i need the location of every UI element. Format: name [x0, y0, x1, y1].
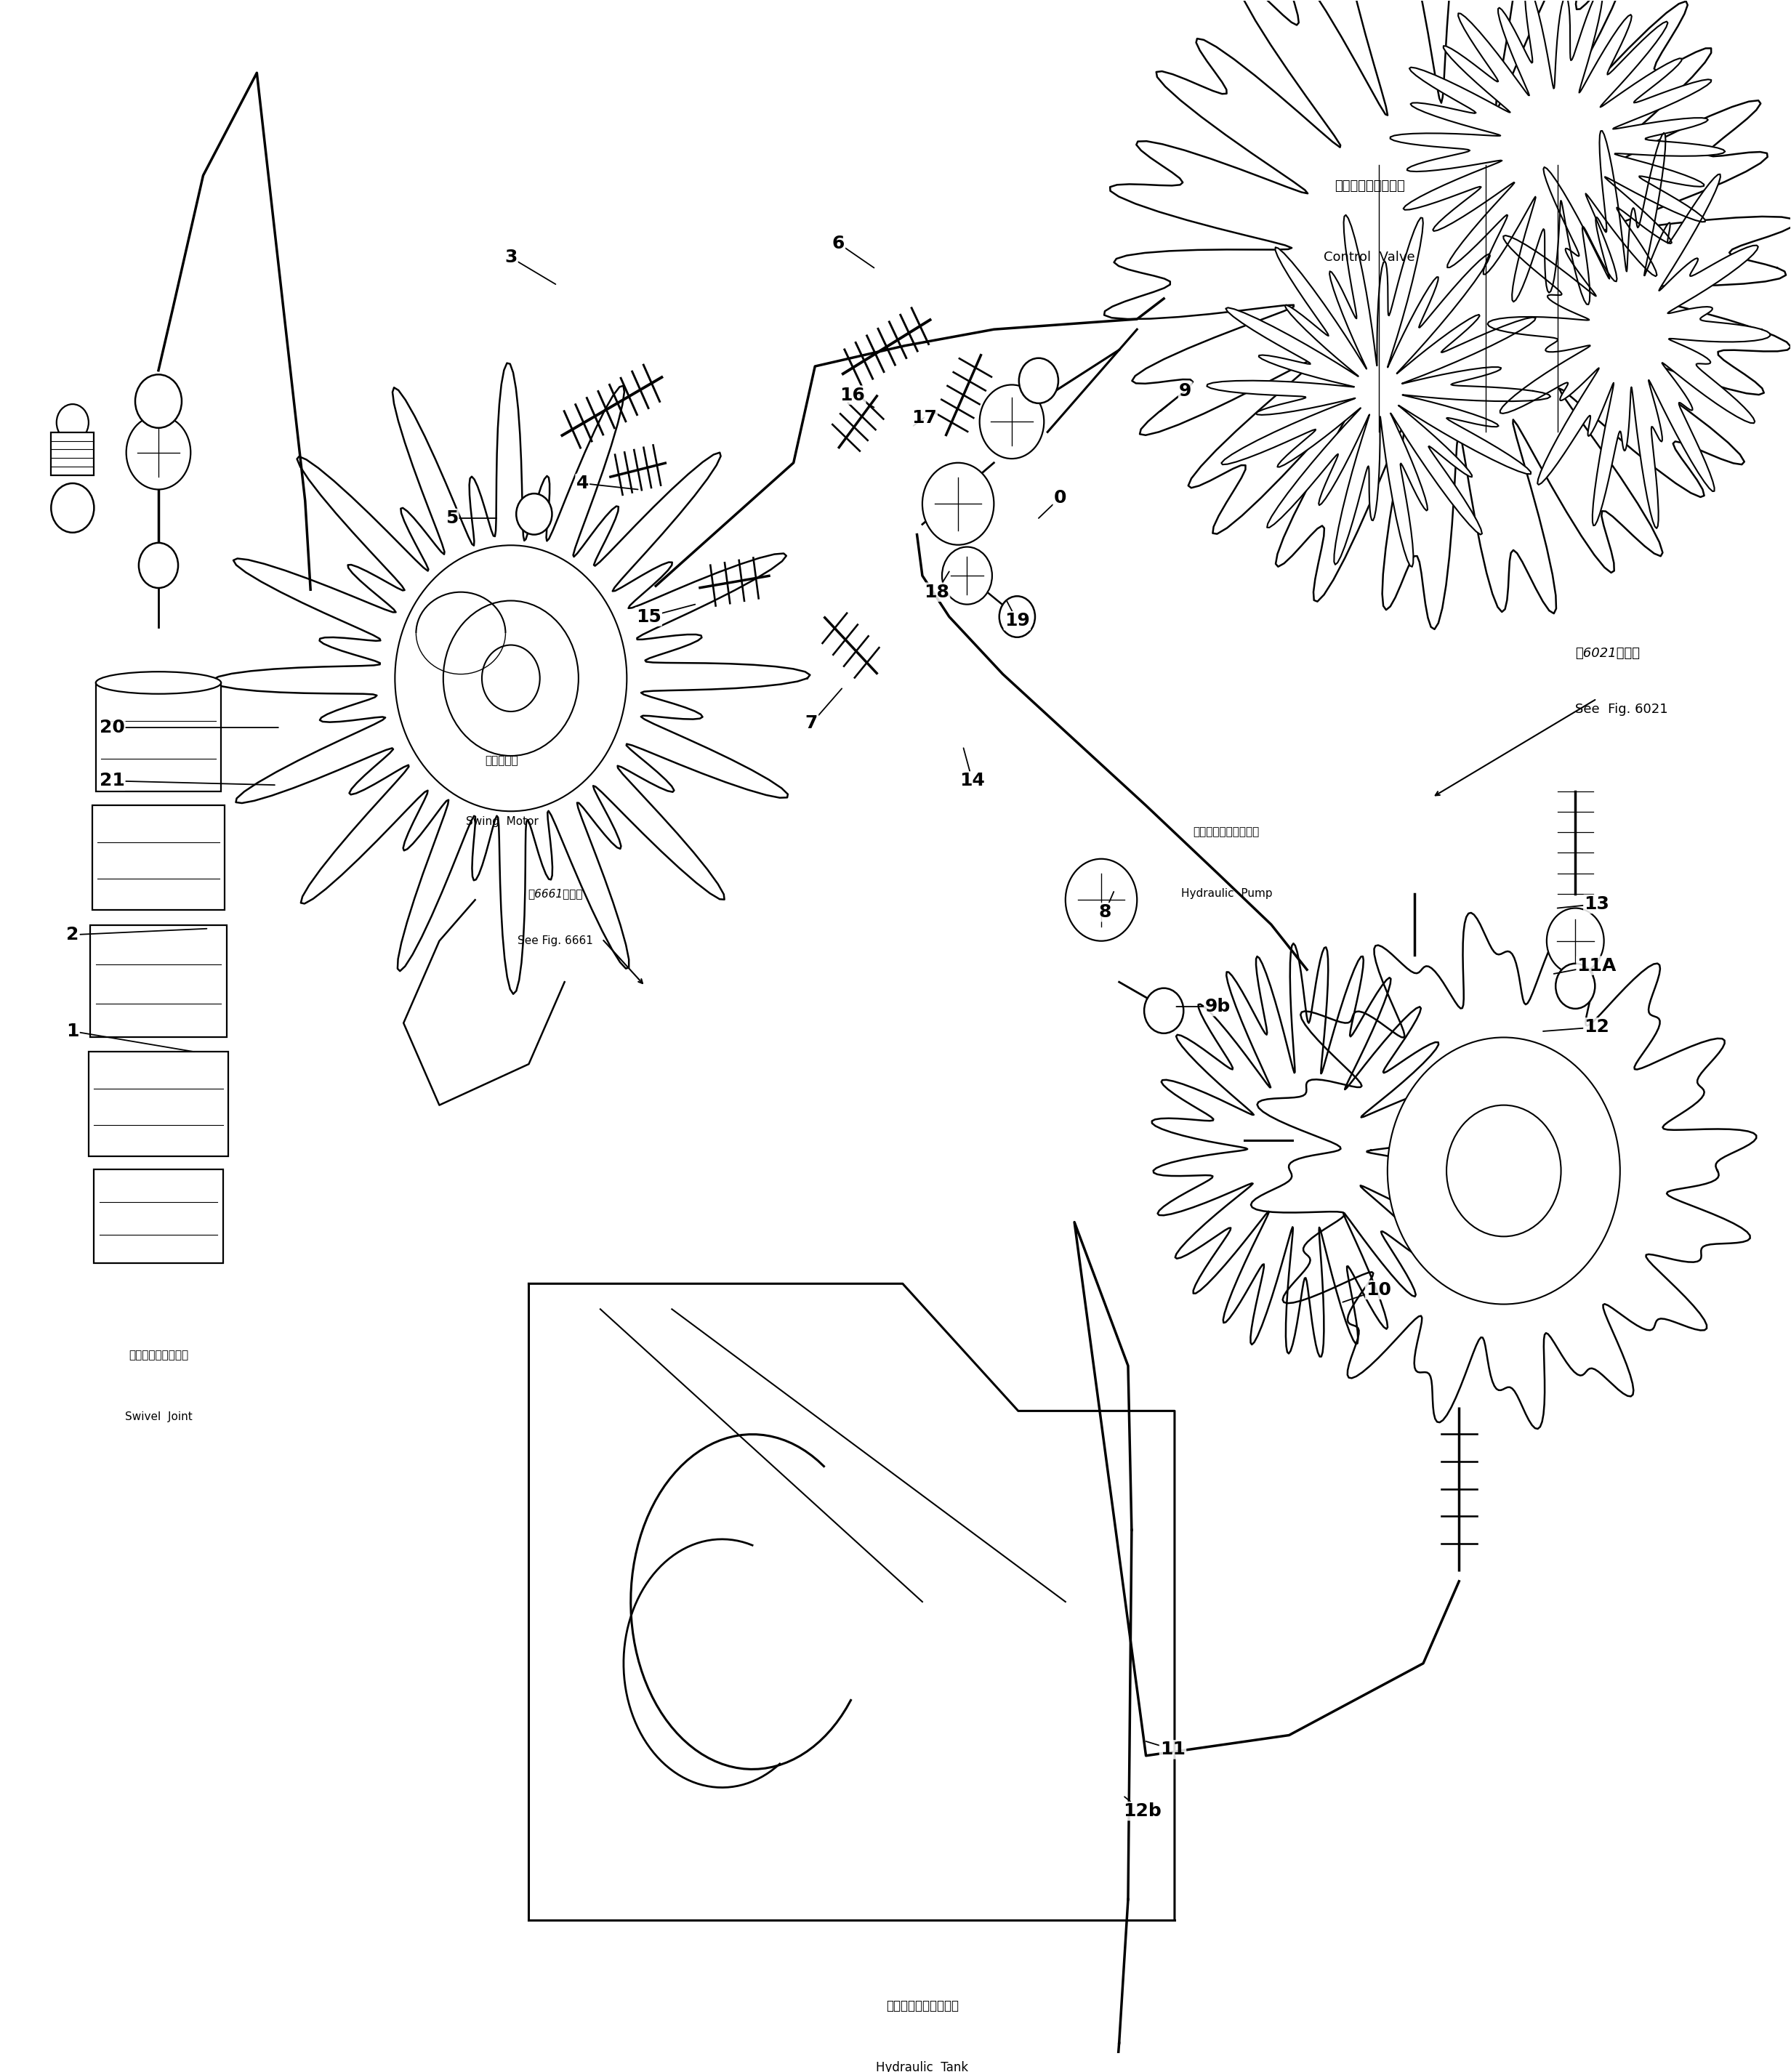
Text: コントロールバルブ: コントロールバルブ: [1334, 178, 1404, 193]
Circle shape: [999, 597, 1035, 638]
Text: 3: 3: [505, 249, 555, 284]
Text: 12b: 12b: [1123, 1796, 1162, 1819]
Circle shape: [138, 543, 177, 588]
Text: 2: 2: [66, 926, 206, 943]
Text: 9b: 9b: [1177, 999, 1230, 1015]
Text: 第6021図参照: 第6021図参照: [1576, 646, 1641, 661]
Text: 11: 11: [1146, 1740, 1186, 1759]
Circle shape: [1556, 963, 1596, 1009]
Text: 14: 14: [960, 748, 985, 789]
Circle shape: [942, 547, 992, 605]
Circle shape: [57, 404, 88, 441]
Text: 17: 17: [912, 408, 937, 427]
Polygon shape: [1152, 943, 1463, 1357]
Text: スイベルジョイント: スイベルジョイント: [129, 1351, 188, 1361]
Circle shape: [1547, 908, 1605, 974]
Circle shape: [516, 493, 552, 535]
Text: 12: 12: [1544, 1019, 1610, 1036]
Text: 6: 6: [833, 234, 874, 267]
Polygon shape: [1488, 131, 1770, 528]
Circle shape: [482, 644, 539, 711]
Circle shape: [1388, 1038, 1621, 1303]
Bar: [95, 1169, 222, 1264]
Text: 9: 9: [1161, 381, 1191, 412]
Text: 15: 15: [636, 605, 695, 626]
Polygon shape: [211, 363, 810, 995]
Text: 第6661図参照: 第6661図参照: [528, 889, 584, 899]
Text: 7: 7: [806, 688, 842, 731]
Circle shape: [134, 375, 181, 429]
Text: 1: 1: [66, 1021, 193, 1053]
Circle shape: [1019, 358, 1058, 404]
Circle shape: [52, 483, 95, 533]
Bar: [91, 926, 226, 1038]
Text: See Fig. 6661: See Fig. 6661: [518, 934, 593, 947]
Circle shape: [442, 601, 578, 756]
Text: 16: 16: [840, 385, 874, 408]
Text: 8: 8: [1098, 891, 1114, 920]
Text: 21: 21: [99, 773, 274, 789]
Text: Hydraulic  Pump: Hydraulic Pump: [1180, 889, 1272, 899]
Text: 10: 10: [1343, 1280, 1392, 1301]
Text: ハイドロリックポンプ: ハイドロリックポンプ: [1193, 827, 1259, 837]
Text: Control  Valve: Control Valve: [1324, 251, 1415, 263]
Bar: [52, 433, 95, 474]
Text: 18: 18: [924, 572, 949, 601]
Polygon shape: [1390, 0, 1725, 305]
Polygon shape: [1105, 0, 1791, 630]
Text: 11A: 11A: [1555, 957, 1617, 974]
Text: ハイドロリックタンク: ハイドロリックタンク: [887, 1999, 958, 2012]
Text: 旋回モータ: 旋回モータ: [485, 754, 519, 767]
Circle shape: [922, 462, 994, 545]
Text: 5: 5: [446, 510, 496, 526]
Ellipse shape: [97, 671, 220, 694]
Polygon shape: [1207, 215, 1551, 568]
Text: 19: 19: [1005, 601, 1030, 630]
Text: See  Fig. 6021: See Fig. 6021: [1576, 702, 1667, 715]
Circle shape: [125, 416, 190, 489]
Bar: [97, 684, 220, 792]
Circle shape: [980, 385, 1044, 458]
Text: 0: 0: [1039, 489, 1066, 518]
Text: Swivel  Joint: Swivel Joint: [125, 1411, 192, 1423]
Polygon shape: [1250, 914, 1757, 1430]
Circle shape: [1066, 860, 1137, 941]
Text: 13: 13: [1558, 895, 1610, 914]
Circle shape: [1144, 988, 1184, 1034]
Circle shape: [1447, 1104, 1562, 1237]
Bar: [93, 806, 224, 910]
Circle shape: [396, 545, 627, 812]
Text: Hydraulic  Tank: Hydraulic Tank: [876, 2062, 969, 2072]
Text: 20: 20: [99, 719, 278, 736]
Text: Swing  Motor: Swing Motor: [466, 816, 539, 827]
Text: 4: 4: [577, 474, 638, 491]
Bar: [90, 1053, 227, 1156]
